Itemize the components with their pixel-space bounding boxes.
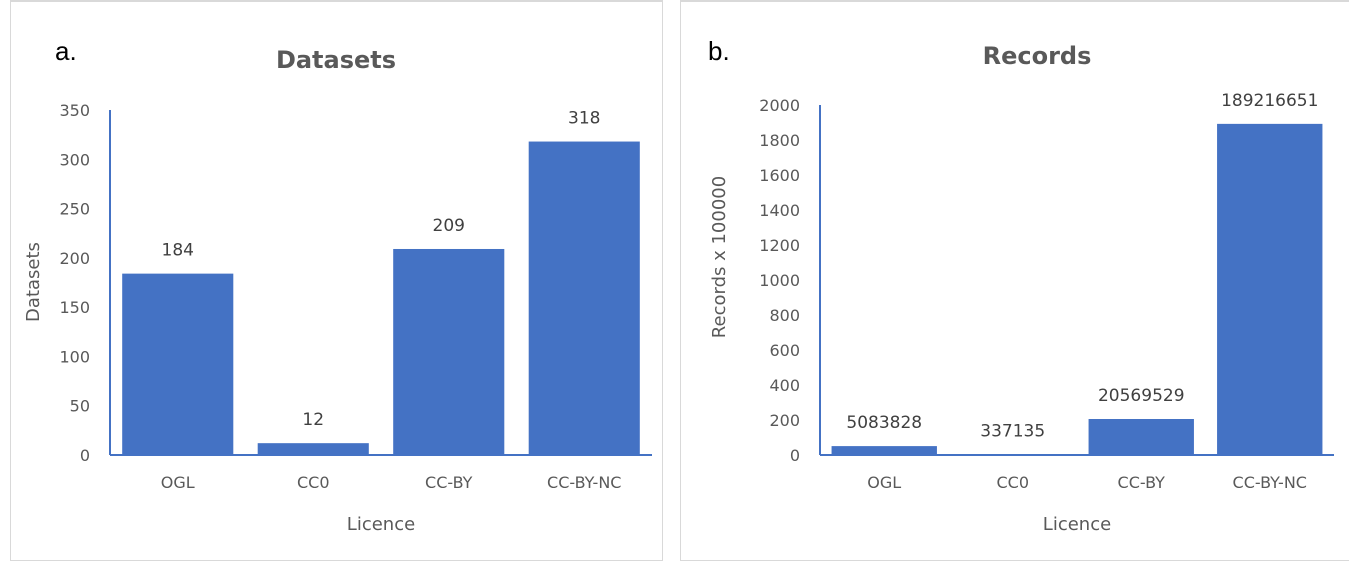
y-tick-label: 50 — [70, 397, 90, 416]
x-tick-label: CC-BY — [1118, 473, 1166, 492]
y-tick-label: 600 — [769, 341, 800, 360]
panel-label-b: b. — [708, 36, 730, 66]
x-axis-title: Licence — [347, 514, 415, 535]
y-tick-label: 300 — [59, 150, 90, 169]
chart-title: Datasets — [276, 46, 396, 74]
y-tick-label: 200 — [769, 411, 800, 430]
chart-panel-records: b. Records 0 200 400 600 800 1000 1200 1400 1600 1… — [680, 0, 1349, 561]
bar-cc-by-nc — [1217, 123, 1323, 456]
y-tick-label: 200 — [59, 249, 90, 268]
y-tick-label: 800 — [769, 306, 800, 325]
y-tick-label: 350 — [59, 101, 90, 120]
data-label: 20569529 — [1098, 386, 1185, 406]
y-tick-label: 100 — [59, 347, 90, 366]
data-label: 184 — [162, 241, 194, 261]
bar-cc0 — [257, 443, 369, 455]
data-label: 5083828 — [846, 413, 922, 433]
y-tick-label: 400 — [769, 376, 800, 395]
chart-title: Records — [983, 42, 1092, 70]
x-tick-label: CC0 — [297, 473, 330, 492]
x-axis-title: Licence — [1043, 514, 1111, 535]
x-tick-label: CC-BY — [425, 473, 473, 492]
chart-panel-datasets: a. Datasets 0 50 100 150 200 250 300 350 184 OGL 12… — [10, 0, 663, 561]
bar-ogl — [122, 273, 234, 455]
y-tick-label: 0 — [790, 446, 800, 465]
x-tick-label: CC-BY-NC — [547, 473, 621, 492]
y-tick-label: 150 — [59, 298, 90, 317]
bar-cc-by — [393, 248, 505, 455]
x-tick-label: OGL — [867, 473, 901, 492]
data-label: 189216651 — [1221, 91, 1318, 111]
y-tick-label: 1400 — [759, 201, 800, 220]
x-tick-label: CC0 — [996, 473, 1029, 492]
bar-cc-by-nc — [528, 141, 640, 456]
x-tick-label: CC-BY-NC — [1233, 473, 1307, 492]
datasets-chart-svg: Datasets 0 50 100 150 200 250 300 350 184 OGL 12 CC0… — [23, 46, 652, 535]
bar-cc-by — [1088, 419, 1194, 455]
panel-label-a: a. — [55, 36, 77, 66]
y-tick-label: 1600 — [759, 166, 800, 185]
records-chart-svg: Records 0 200 400 600 800 1000 1200 1400 1600 1800… — [709, 42, 1334, 535]
data-label: 318 — [568, 109, 600, 129]
y-axis-title: Datasets — [23, 242, 44, 322]
y-tick-label: 1200 — [759, 236, 800, 255]
y-tick-label: 250 — [59, 200, 90, 219]
data-label: 337135 — [980, 421, 1045, 441]
data-label: 209 — [433, 216, 465, 236]
y-tick-label: 2000 — [759, 96, 800, 115]
data-label: 12 — [302, 410, 324, 430]
y-tick-label: 0 — [80, 446, 90, 465]
y-tick-label: 1800 — [759, 131, 800, 150]
y-tick-label: 1000 — [759, 271, 800, 290]
x-tick-label: OGL — [161, 473, 195, 492]
bar-ogl — [831, 446, 937, 455]
y-axis-title: Records x 100000 — [709, 176, 730, 338]
